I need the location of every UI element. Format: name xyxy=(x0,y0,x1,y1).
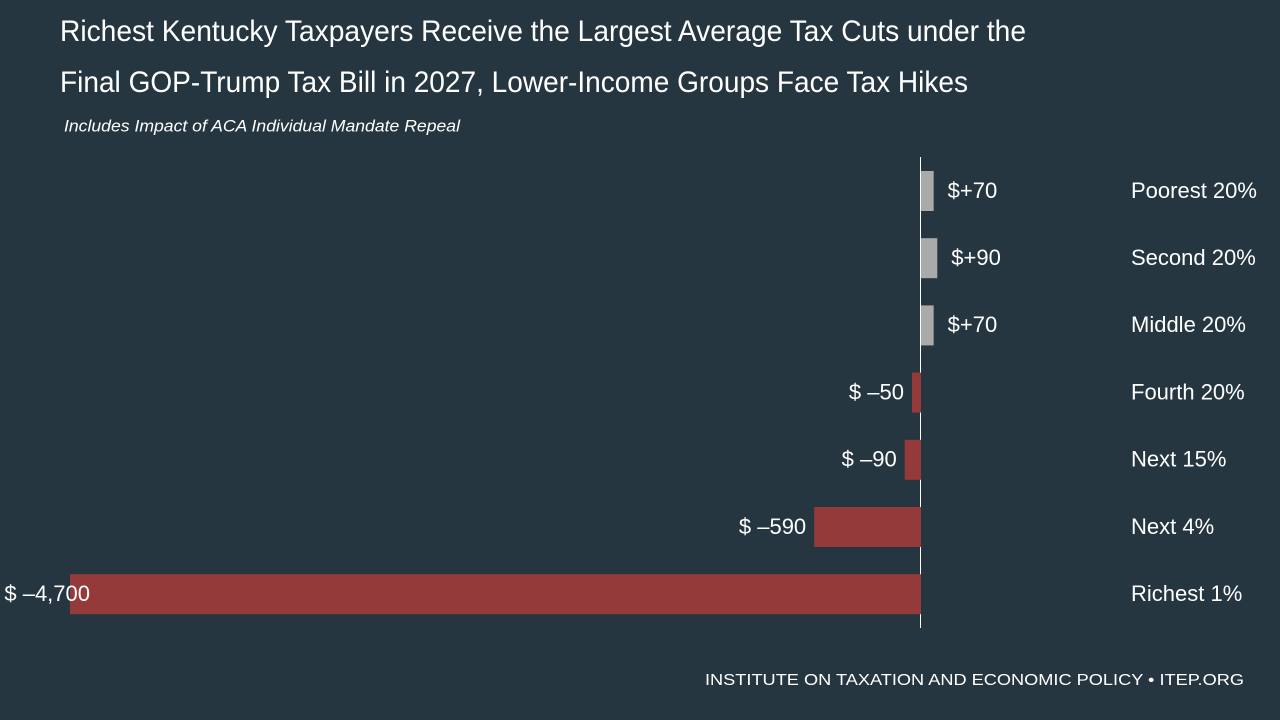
category-label: Second 20% xyxy=(1131,245,1256,270)
bar xyxy=(921,238,938,279)
category-label: Middle 20% xyxy=(1131,312,1246,337)
category-label: Fourth 20% xyxy=(1131,379,1245,404)
value-label: $+70 xyxy=(948,178,998,203)
value-label: $+90 xyxy=(951,245,1001,270)
bar xyxy=(814,507,921,547)
category-label: Next 4% xyxy=(1131,514,1214,539)
chart-title: Final GOP-Trump Tax Bill in 2027, Lower-… xyxy=(60,66,968,99)
bar xyxy=(70,574,921,615)
chart-title: Richest Kentucky Taxpayers Receive the L… xyxy=(60,15,1026,48)
category-label: Poorest 20% xyxy=(1131,178,1257,203)
value-label: $ –50 xyxy=(849,379,904,404)
bar xyxy=(911,372,921,413)
source: INSTITUTE ON TAXATION AND ECONOMIC POLIC… xyxy=(705,672,1244,689)
value-label: $ –90 xyxy=(842,447,897,472)
chart-subtitle: Includes Impact of ACA Individual Mandat… xyxy=(64,116,461,135)
value-label: $ –4,700 xyxy=(4,581,90,606)
bar xyxy=(921,305,934,346)
bar xyxy=(904,439,921,480)
value-label: $ –590 xyxy=(739,514,806,539)
category-label: Richest 1% xyxy=(1131,581,1242,606)
bar xyxy=(921,171,934,211)
value-label: $+70 xyxy=(948,312,998,337)
category-label: Next 15% xyxy=(1131,447,1226,472)
